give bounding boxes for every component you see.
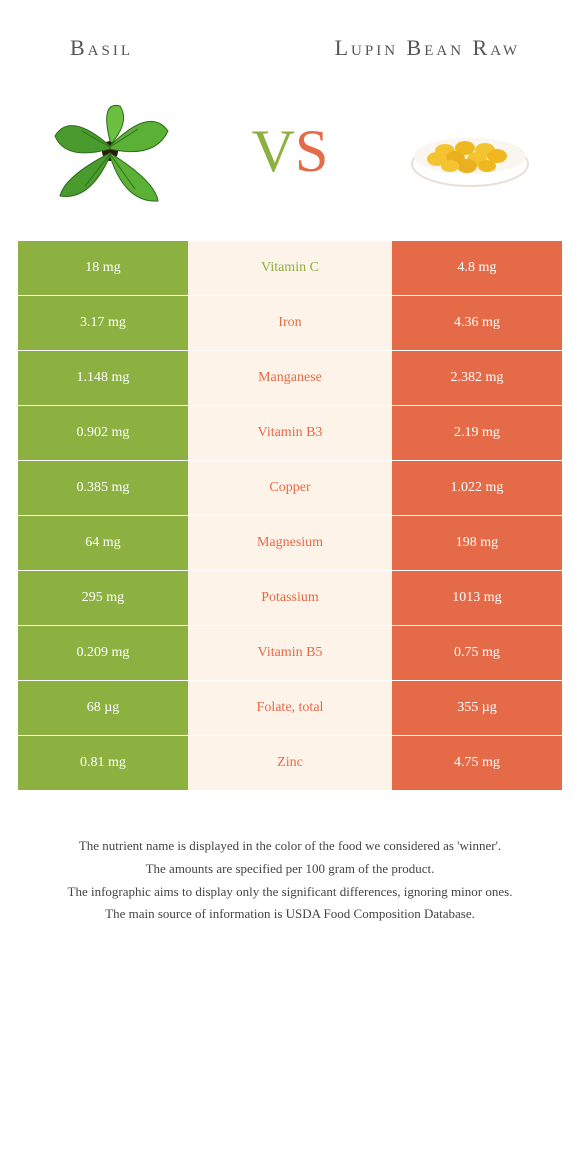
table-row: 0.209 mgVitamin B50.75 mg <box>18 626 562 681</box>
nutrient-name: Vitamin B3 <box>188 406 392 461</box>
right-value: 1.022 mg <box>392 461 562 516</box>
right-value: 355 µg <box>392 681 562 736</box>
left-value: 295 mg <box>18 571 188 626</box>
left-value: 0.81 mg <box>18 736 188 791</box>
left-value: 1.148 mg <box>18 351 188 406</box>
table-row: 1.148 mgManganese2.382 mg <box>18 351 562 406</box>
footer-line-4: The main source of information is USDA F… <box>30 904 550 925</box>
table-row: 3.17 mgIron4.36 mg <box>18 296 562 351</box>
vs-label: VS <box>252 121 329 181</box>
left-value: 64 mg <box>18 516 188 571</box>
nutrient-name: Vitamin B5 <box>188 626 392 681</box>
right-value: 0.75 mg <box>392 626 562 681</box>
nutrient-name: Magnesium <box>188 516 392 571</box>
right-value: 1013 mg <box>392 571 562 626</box>
right-value: 4.36 mg <box>392 296 562 351</box>
left-value: 0.385 mg <box>18 461 188 516</box>
nutrient-name: Zinc <box>188 736 392 791</box>
table-row: 18 mgVitamin C4.8 mg <box>18 241 562 296</box>
nutrient-table: 18 mgVitamin C4.8 mg3.17 mgIron4.36 mg1.… <box>18 241 562 791</box>
footer-line-2: The amounts are specified per 100 gram o… <box>30 859 550 880</box>
nutrient-name: Iron <box>188 296 392 351</box>
nutrient-name: Manganese <box>188 351 392 406</box>
right-value: 198 mg <box>392 516 562 571</box>
left-value: 18 mg <box>18 241 188 296</box>
right-value: 4.75 mg <box>392 736 562 791</box>
nutrient-name: Potassium <box>188 571 392 626</box>
table-row: 295 mgPotassium1013 mg <box>18 571 562 626</box>
table-row: 68 µgFolate, total355 µg <box>18 681 562 736</box>
nutrient-name: Folate, total <box>188 681 392 736</box>
left-value: 3.17 mg <box>18 296 188 351</box>
left-value: 68 µg <box>18 681 188 736</box>
left-value: 0.209 mg <box>18 626 188 681</box>
food-title-left: Basil <box>40 35 295 61</box>
table-row: 0.385 mgCopper1.022 mg <box>18 461 562 516</box>
header: Basil Lupin Bean Raw <box>0 0 580 81</box>
left-value: 0.902 mg <box>18 406 188 461</box>
table-row: 64 mgMagnesium198 mg <box>18 516 562 571</box>
right-value: 4.8 mg <box>392 241 562 296</box>
vs-v: V <box>252 118 295 184</box>
footer-notes: The nutrient name is displayed in the co… <box>0 791 580 947</box>
footer-line-3: The infographic aims to display only the… <box>30 882 550 903</box>
basil-image <box>40 91 180 211</box>
footer-line-1: The nutrient name is displayed in the co… <box>30 836 550 857</box>
nutrient-name: Vitamin C <box>188 241 392 296</box>
right-value: 2.19 mg <box>392 406 562 461</box>
lupin-image <box>400 91 540 211</box>
nutrient-name: Copper <box>188 461 392 516</box>
right-value: 2.382 mg <box>392 351 562 406</box>
food-title-right: Lupin Bean Raw <box>295 35 540 61</box>
vs-row: VS <box>0 81 580 241</box>
table-row: 0.81 mgZinc4.75 mg <box>18 736 562 791</box>
table-row: 0.902 mgVitamin B32.19 mg <box>18 406 562 461</box>
vs-s: S <box>295 118 328 184</box>
